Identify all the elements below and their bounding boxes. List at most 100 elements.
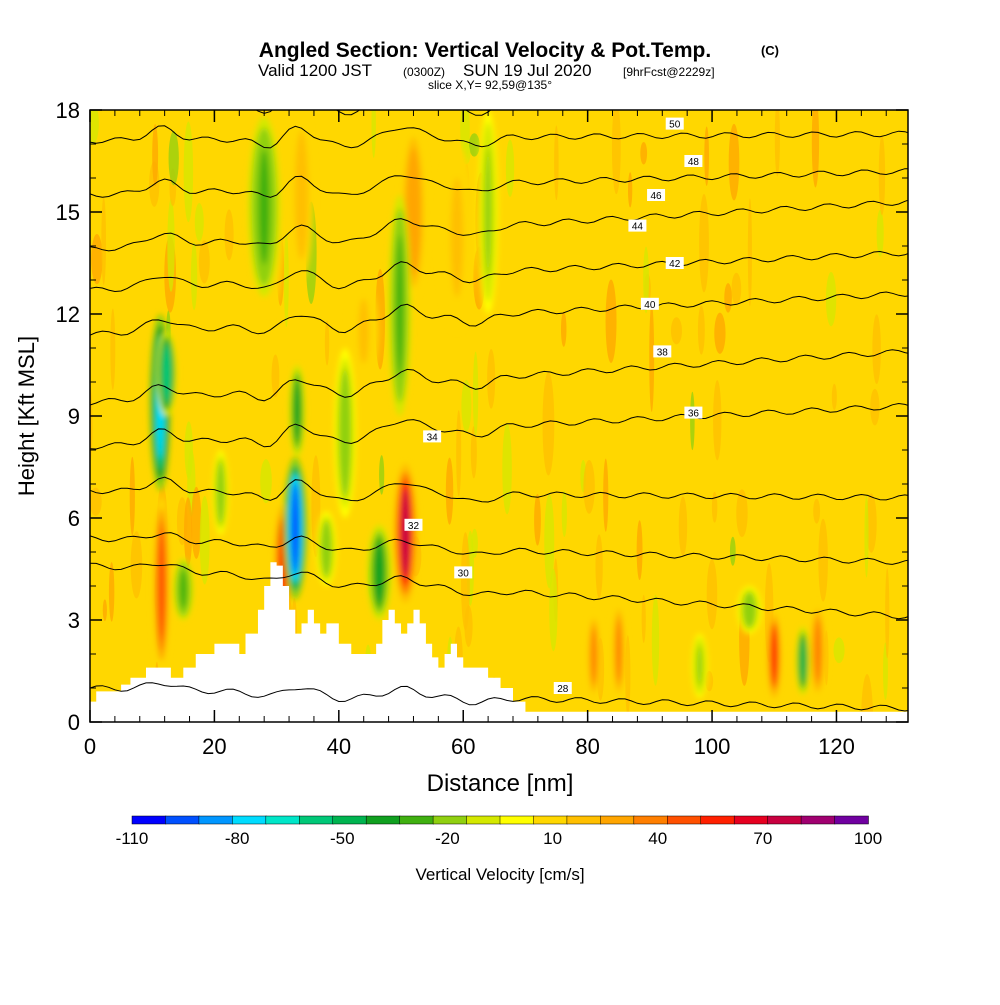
downdraft-core — [294, 381, 300, 441]
colorbar-swatch — [533, 815, 568, 825]
downdraft-core — [800, 639, 806, 683]
texture-patch — [736, 489, 748, 538]
theta-contour — [90, 476, 908, 503]
texture-patch — [713, 380, 722, 461]
texture-patch — [705, 670, 714, 692]
texture-patch — [872, 314, 881, 384]
theta-label: 50 — [669, 120, 681, 131]
updraft-core — [158, 528, 165, 640]
y-tick-label: 0 — [68, 710, 80, 735]
texture-patch — [271, 354, 280, 398]
texture-patch — [224, 209, 234, 261]
theta-label: 44 — [632, 222, 644, 233]
texture-patch — [561, 490, 567, 538]
forecast-info: [9hrFcst@2229z] — [623, 65, 715, 79]
theta-label-bg — [423, 430, 442, 443]
texture-patch — [697, 305, 705, 355]
colorbar-tick-label: 70 — [753, 829, 772, 848]
texture-patch — [627, 172, 633, 208]
texture-patch — [747, 198, 752, 307]
theta-contour — [90, 402, 908, 450]
texture-patch — [690, 391, 695, 451]
texture-patch — [643, 246, 649, 314]
theta-contour — [90, 682, 908, 712]
texture-patch — [554, 125, 559, 201]
colorbar-swatch — [466, 815, 501, 825]
valid-date: SUN 19 Jul 2020 — [463, 61, 592, 80]
chart-title: Angled Section: Vertical Velocity & Pot.… — [259, 39, 711, 62]
colorbar-swatch — [800, 815, 836, 825]
texture-patch — [731, 272, 742, 305]
texture-patch — [199, 495, 210, 585]
texture-patch — [152, 124, 159, 187]
texture-patch — [818, 518, 828, 602]
texture-patch — [472, 351, 479, 437]
updraft-core — [771, 628, 777, 683]
colorbar-swatch — [432, 815, 468, 825]
texture-patch — [102, 599, 107, 622]
texture-patch — [542, 372, 555, 476]
texture-patch — [678, 496, 688, 556]
colorbar-tick-label: -50 — [330, 829, 355, 848]
colorbar-swatch — [131, 815, 167, 825]
texture-patch — [283, 232, 289, 328]
theta-label-bg — [553, 682, 572, 694]
colorbar-swatch — [667, 815, 702, 825]
texture-patch — [861, 674, 874, 722]
colorbar-tick-label: -20 — [435, 829, 460, 848]
colorbar-tick-label: -110 — [116, 829, 149, 848]
downdraft-core — [258, 149, 270, 265]
updraft-core — [401, 488, 410, 578]
texture-patch — [90, 487, 102, 516]
texture-patch — [865, 493, 877, 553]
colorbar-swatch — [733, 815, 769, 825]
terrain-mask — [90, 562, 908, 722]
texture-patch — [90, 110, 99, 145]
y-tick-label: 6 — [68, 506, 80, 531]
plot-area: 28 30 32 34 36 38 40 42 44 46 48 50 — [90, 110, 908, 722]
theta-contour — [90, 562, 908, 620]
texture-patch — [813, 498, 821, 524]
colorbar-label: Vertical Velocity [cm/s] — [415, 865, 584, 884]
slice-info: slice X,Y= 92,59@135° — [428, 78, 552, 92]
texture-patch — [505, 139, 515, 197]
texture-patch — [91, 234, 103, 285]
texture-patch — [640, 141, 648, 165]
valid-utc: (0300Z) — [403, 65, 445, 79]
colorbar-swatch — [633, 815, 669, 825]
colorbar-swatch — [365, 815, 401, 825]
texture-patch — [190, 242, 198, 311]
texture-patch — [108, 562, 115, 622]
colorbar-swatch — [332, 815, 367, 825]
texture-patch — [198, 240, 210, 284]
texture-patch — [371, 110, 376, 158]
downdraft-core — [179, 569, 187, 609]
theta-label: 32 — [408, 521, 420, 532]
colorbar-swatch — [767, 815, 802, 825]
colorbar-swatch — [198, 815, 234, 825]
texture-patch — [711, 491, 718, 523]
texture-patch — [728, 123, 740, 201]
texture-patch — [191, 486, 202, 559]
y-tick-label: 12 — [56, 302, 80, 327]
x-tick-label: 0 — [84, 734, 96, 759]
texture-patch — [260, 459, 272, 504]
updraft-core — [450, 177, 464, 298]
updraft-core — [616, 620, 622, 682]
theta-contour — [90, 199, 908, 252]
texture-patch — [636, 520, 643, 581]
colorbar-swatch — [566, 815, 602, 825]
y-tick-label: 9 — [68, 404, 80, 429]
texture-patch — [461, 532, 470, 631]
x-tick-label: 60 — [451, 734, 475, 759]
theta-label: 28 — [557, 684, 569, 695]
theta-contour-labels: 28 30 32 34 36 38 40 42 44 46 48 50 — [404, 117, 703, 695]
theta-contour — [90, 532, 908, 565]
texture-patch — [774, 110, 780, 177]
texture-patch — [167, 198, 175, 292]
texture-patch — [549, 568, 558, 652]
downdraft-core — [291, 482, 300, 574]
downdraft-core — [163, 346, 170, 401]
